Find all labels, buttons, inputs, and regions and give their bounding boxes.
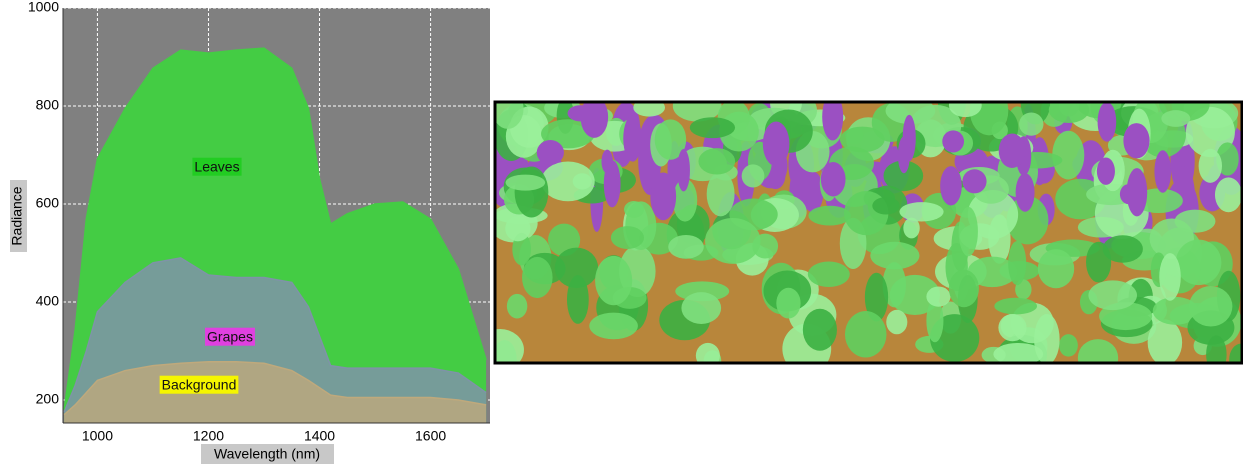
leaf — [705, 218, 761, 264]
grape-cluster — [999, 134, 1026, 168]
leaf — [1038, 249, 1074, 288]
leaf — [573, 173, 592, 189]
leaf — [1052, 131, 1084, 180]
leaf — [998, 314, 1026, 341]
leaf — [690, 117, 735, 138]
classified-image — [476, 79, 1243, 379]
leaf — [522, 257, 553, 298]
x-axis-label: Wavelength (nm) — [214, 446, 320, 462]
grape-cluster — [1098, 102, 1117, 142]
leaf — [886, 310, 907, 334]
leaf — [870, 242, 919, 270]
leaf — [707, 172, 735, 217]
grape-cluster — [677, 149, 690, 191]
y-tick-label: 400 — [36, 293, 60, 309]
leaf — [1059, 334, 1078, 357]
leaf — [994, 298, 1037, 315]
leaf — [492, 88, 524, 129]
leaf — [959, 207, 978, 256]
leaf — [1159, 253, 1180, 301]
grape-cluster — [650, 173, 676, 221]
leaf — [872, 197, 899, 214]
leaf — [681, 292, 721, 324]
leaf — [668, 235, 704, 259]
grape-cluster — [568, 105, 594, 121]
leaf — [845, 311, 887, 357]
series-label: Background — [162, 377, 237, 393]
grape-cluster — [1154, 150, 1171, 193]
y-tick-label: 800 — [36, 97, 60, 113]
leaf — [507, 294, 527, 319]
leaf — [776, 288, 800, 319]
y-tick-label: 600 — [36, 195, 60, 211]
leaf — [926, 287, 950, 307]
grape-cluster — [822, 93, 843, 141]
grape-cluster — [898, 136, 910, 173]
leaf — [515, 167, 549, 218]
leaf — [506, 175, 546, 191]
leaf — [949, 94, 982, 118]
leaf — [1189, 286, 1232, 326]
leaf — [1148, 319, 1182, 365]
x-tick-label: 1400 — [304, 428, 335, 444]
leaf — [611, 226, 644, 249]
y-tick-label: 200 — [36, 391, 60, 407]
leaf — [1176, 240, 1222, 285]
grape-cluster — [962, 169, 986, 193]
y-axis-label: Radiance — [9, 186, 25, 245]
leaf — [698, 148, 735, 174]
leaf — [1161, 110, 1190, 127]
leaf — [1086, 242, 1111, 283]
grape-cluster — [1123, 123, 1149, 158]
leaf — [567, 275, 589, 324]
grape-cluster — [623, 115, 641, 161]
leaf — [899, 202, 943, 221]
leaf — [808, 261, 850, 287]
x-tick-label: 1600 — [415, 428, 446, 444]
leaf — [1088, 280, 1137, 310]
series-label: Grapes — [207, 329, 253, 345]
grape-cluster — [821, 162, 846, 196]
grape-cluster — [601, 150, 612, 174]
leaf — [1019, 112, 1043, 135]
figure: Leaves Grapes Background Radiance Waveleng… — [0, 0, 1243, 468]
leaf — [742, 164, 765, 187]
leaf — [1215, 177, 1242, 212]
x-tick-label: 1000 — [82, 428, 113, 444]
y-tick-label: 1000 — [28, 0, 59, 15]
leaf — [589, 313, 638, 340]
leaf — [840, 127, 885, 153]
leaf — [673, 90, 722, 121]
grape-cluster — [940, 166, 962, 205]
grape-cluster — [1097, 158, 1115, 185]
leaf — [803, 309, 837, 351]
leaf — [1008, 241, 1026, 285]
leaf — [595, 256, 632, 305]
grape-cluster — [537, 140, 564, 165]
grape-cluster — [1127, 168, 1148, 216]
leaf — [949, 270, 979, 308]
series-label: Leaves — [194, 159, 239, 175]
leaf — [1206, 335, 1227, 373]
grape-cluster — [942, 130, 964, 152]
grape-cluster — [1016, 173, 1035, 212]
leaf — [1078, 339, 1118, 376]
leaf — [1199, 149, 1222, 183]
x-tick-label: 1200 — [193, 428, 224, 444]
leaf — [505, 216, 530, 241]
grape-cluster — [763, 122, 790, 167]
